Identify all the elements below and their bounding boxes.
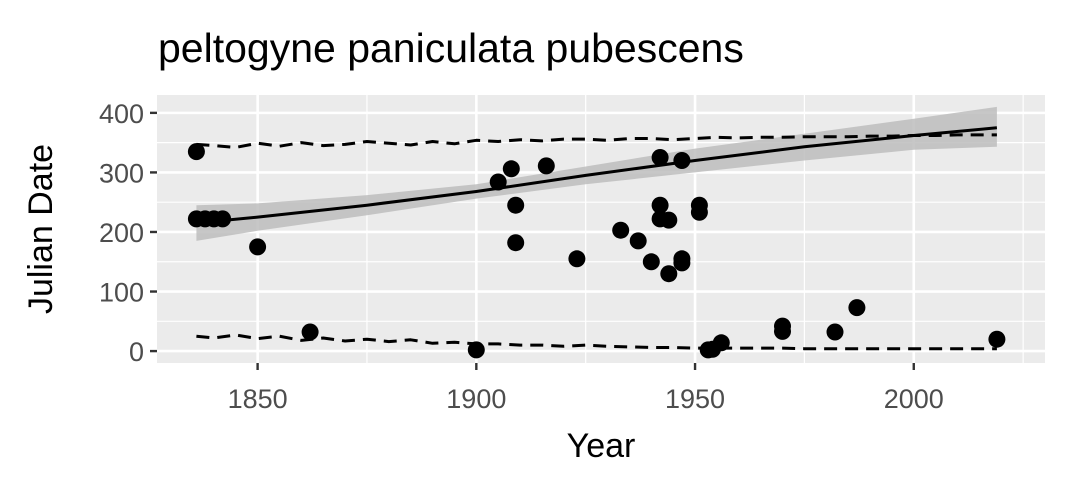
- data-point: [502, 160, 520, 178]
- data-point: [988, 330, 1006, 348]
- data-point: [568, 250, 586, 268]
- y-tick-label: 100: [99, 278, 144, 308]
- data-point: [467, 341, 485, 359]
- data-point: [673, 152, 691, 169]
- y-axis-title: Julian Date: [22, 144, 60, 314]
- data-point: [537, 157, 555, 175]
- data-point: [612, 221, 630, 239]
- data-point: [848, 299, 866, 317]
- data-point: [660, 265, 678, 283]
- data-point: [660, 211, 678, 229]
- chart-title: peltogyne paniculata pubescens: [158, 25, 744, 71]
- data-point: [826, 323, 844, 341]
- data-point: [507, 196, 525, 214]
- data-point: [249, 238, 267, 256]
- data-point: [214, 210, 232, 228]
- x-tick-label: 1900: [446, 384, 506, 414]
- data-point: [489, 173, 507, 191]
- grid-major: [157, 95, 1045, 363]
- x-tick-label: 1850: [228, 384, 288, 414]
- data-point: [712, 334, 730, 352]
- data-point: [774, 322, 791, 340]
- y-tick-label: 400: [99, 99, 144, 129]
- upper-bound-line: [196, 133, 997, 149]
- data-point: [187, 143, 205, 161]
- x-axis: 1850 1900 1950 2000: [228, 363, 944, 414]
- data-point: [673, 254, 691, 272]
- data-point: [690, 203, 708, 221]
- x-axis-title: Year: [567, 427, 636, 465]
- y-tick-label: 200: [99, 218, 144, 248]
- y-tick-label: 0: [129, 337, 144, 367]
- y-axis: 0 100 200 300 400: [99, 99, 157, 367]
- x-tick-label: 2000: [884, 384, 944, 414]
- data-point: [507, 234, 525, 252]
- data-point: [651, 149, 669, 166]
- x-tick-label: 1950: [665, 384, 725, 414]
- point-layer: [187, 143, 1006, 359]
- data-point: [301, 323, 319, 341]
- lower-bound-line: [196, 333, 997, 351]
- data-point: [642, 253, 660, 271]
- data-point: [629, 232, 647, 250]
- y-tick-label: 300: [99, 158, 144, 188]
- trend-line: [196, 126, 998, 225]
- data-point: [651, 196, 669, 214]
- line-layer: [196, 126, 998, 351]
